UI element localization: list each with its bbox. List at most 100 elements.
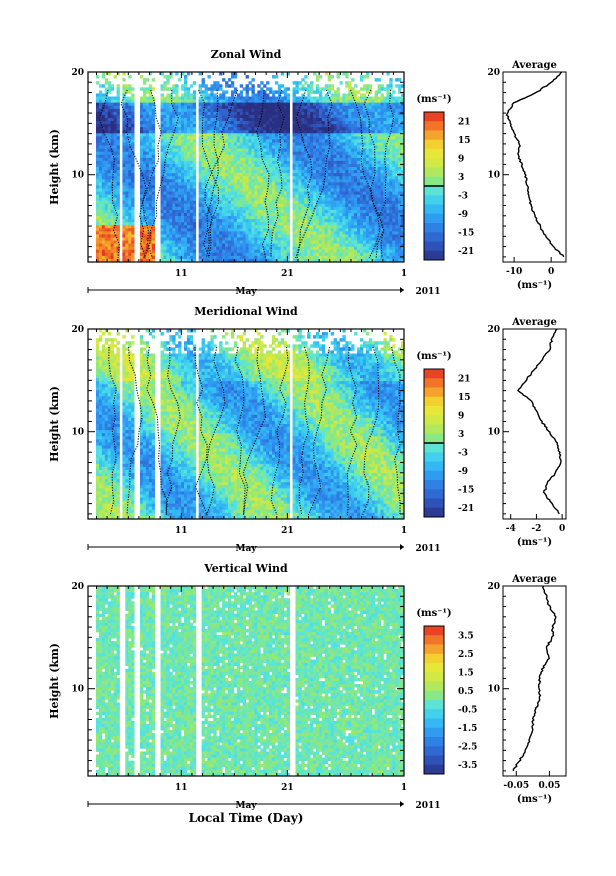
- heatmap-cell: [292, 191, 296, 195]
- heatmap-cell: [122, 237, 126, 241]
- heatmap-cell: [140, 231, 144, 235]
- heatmap-cell: [316, 249, 320, 254]
- heatmap-cell: [225, 127, 229, 131]
- heatmap-cell: [122, 90, 126, 94]
- heatmap-cell: [145, 194, 150, 199]
- heatmap-cell: [336, 151, 340, 156]
- heatmap-cell: [292, 102, 296, 107]
- heatmap-cell: [301, 200, 305, 205]
- heatmap-cell: [298, 203, 302, 208]
- heatmap-cell: [233, 179, 238, 183]
- heatmap-cell: [148, 90, 153, 94]
- heatmap-cell: [101, 222, 106, 226]
- heatmap-cell: [225, 188, 229, 192]
- heatmap-cell: [107, 234, 112, 238]
- heatmap-cell: [324, 185, 329, 189]
- heatmap-cell: [336, 111, 340, 116]
- heatmap-cell: [110, 200, 114, 205]
- heatmap-cell: [342, 203, 346, 208]
- heatmap-cell: [113, 127, 117, 131]
- heatmap-cell: [236, 255, 241, 260]
- heatmap-cell: [210, 130, 214, 134]
- heatmap-cell: [242, 212, 246, 217]
- heatmap-cell: [298, 188, 302, 192]
- heatmap-cell: [316, 151, 320, 156]
- heatmap-cell: [277, 228, 282, 232]
- heatmap-cell: [181, 111, 185, 116]
- heatmap-cell: [307, 216, 311, 220]
- heatmap-cell: [333, 188, 337, 192]
- heatmap-cell: [178, 222, 182, 226]
- heatmap-cell: [222, 163, 226, 168]
- heatmap-cell: [342, 151, 346, 156]
- heatmap-cell: [283, 130, 288, 134]
- heatmap-cell: [233, 173, 238, 177]
- heatmap-cell: [198, 167, 202, 171]
- heatmap-cell: [116, 105, 120, 110]
- heatmap-cell: [295, 84, 299, 88]
- heatmap-cell: [116, 170, 120, 174]
- heatmap-cell: [266, 130, 270, 134]
- heatmap-cell: [269, 197, 273, 202]
- heatmap-cell: [283, 191, 288, 195]
- heatmap-cell: [101, 84, 106, 88]
- heatmap-cell: [360, 228, 364, 232]
- heatmap-cell: [239, 209, 244, 214]
- heatmap-cell: [274, 130, 279, 134]
- heatmap-cell: [192, 203, 197, 208]
- heatmap-cell: [142, 133, 147, 137]
- heatmap-cell: [228, 246, 232, 251]
- heatmap-cell: [233, 130, 238, 134]
- heatmap-cell: [277, 142, 282, 146]
- heatmap-cell: [321, 194, 326, 199]
- heatmap-cell: [201, 200, 205, 205]
- heatmap-cell: [189, 136, 194, 140]
- heatmap-cell: [192, 191, 197, 195]
- heatmap-cell: [272, 191, 276, 195]
- heatmap-cell: [301, 114, 305, 119]
- heatmap-cell: [266, 191, 270, 195]
- heatmap-cell: [201, 258, 205, 263]
- heatmap-cell: [310, 240, 314, 245]
- heatmap-cell: [233, 200, 238, 205]
- heatmap-cell: [301, 151, 305, 156]
- heatmap-cell: [230, 108, 235, 113]
- heatmap-cell: [198, 154, 202, 159]
- heatmap-cell: [101, 228, 106, 232]
- heatmap-cell: [181, 219, 185, 223]
- heatmap-cell: [348, 255, 352, 260]
- heatmap-cell: [104, 160, 109, 165]
- heatmap-cell: [254, 154, 258, 159]
- heatmap-cell: [251, 203, 255, 208]
- heatmap-cell: [327, 130, 332, 134]
- heatmap-cell: [272, 154, 276, 159]
- heatmap-cell: [104, 157, 109, 162]
- heatmap-cell: [307, 237, 311, 241]
- heatmap-cell: [348, 203, 352, 208]
- heatmap-cell: [210, 237, 214, 241]
- heatmap-cell: [245, 127, 249, 131]
- heatmap-cell: [298, 108, 302, 113]
- heatmap-cell: [248, 102, 252, 107]
- heatmap-cell: [257, 96, 261, 100]
- heatmap-cell: [110, 167, 114, 171]
- heatmap-cell: [277, 108, 282, 113]
- heatmap-cell: [280, 179, 285, 183]
- heatmap-cell: [313, 234, 317, 238]
- heatmap-cell: [310, 237, 314, 241]
- heatmap-cell: [186, 114, 191, 119]
- heatmap-cell: [327, 127, 332, 131]
- heatmap-cell: [142, 142, 147, 146]
- heatmap-cell: [336, 102, 340, 107]
- heatmap-cell: [248, 252, 252, 257]
- heatmap-cell: [292, 133, 296, 137]
- heatmap-cell: [318, 231, 323, 235]
- heatmap-cell: [277, 185, 282, 189]
- heatmap-cell: [125, 148, 129, 153]
- heatmap-cell: [351, 163, 355, 168]
- heatmap-cell: [125, 96, 129, 100]
- heatmap-cell: [178, 136, 182, 140]
- heatmap-cell: [125, 222, 129, 226]
- heatmap-cell: [186, 87, 191, 91]
- heatmap-cell: [181, 151, 185, 156]
